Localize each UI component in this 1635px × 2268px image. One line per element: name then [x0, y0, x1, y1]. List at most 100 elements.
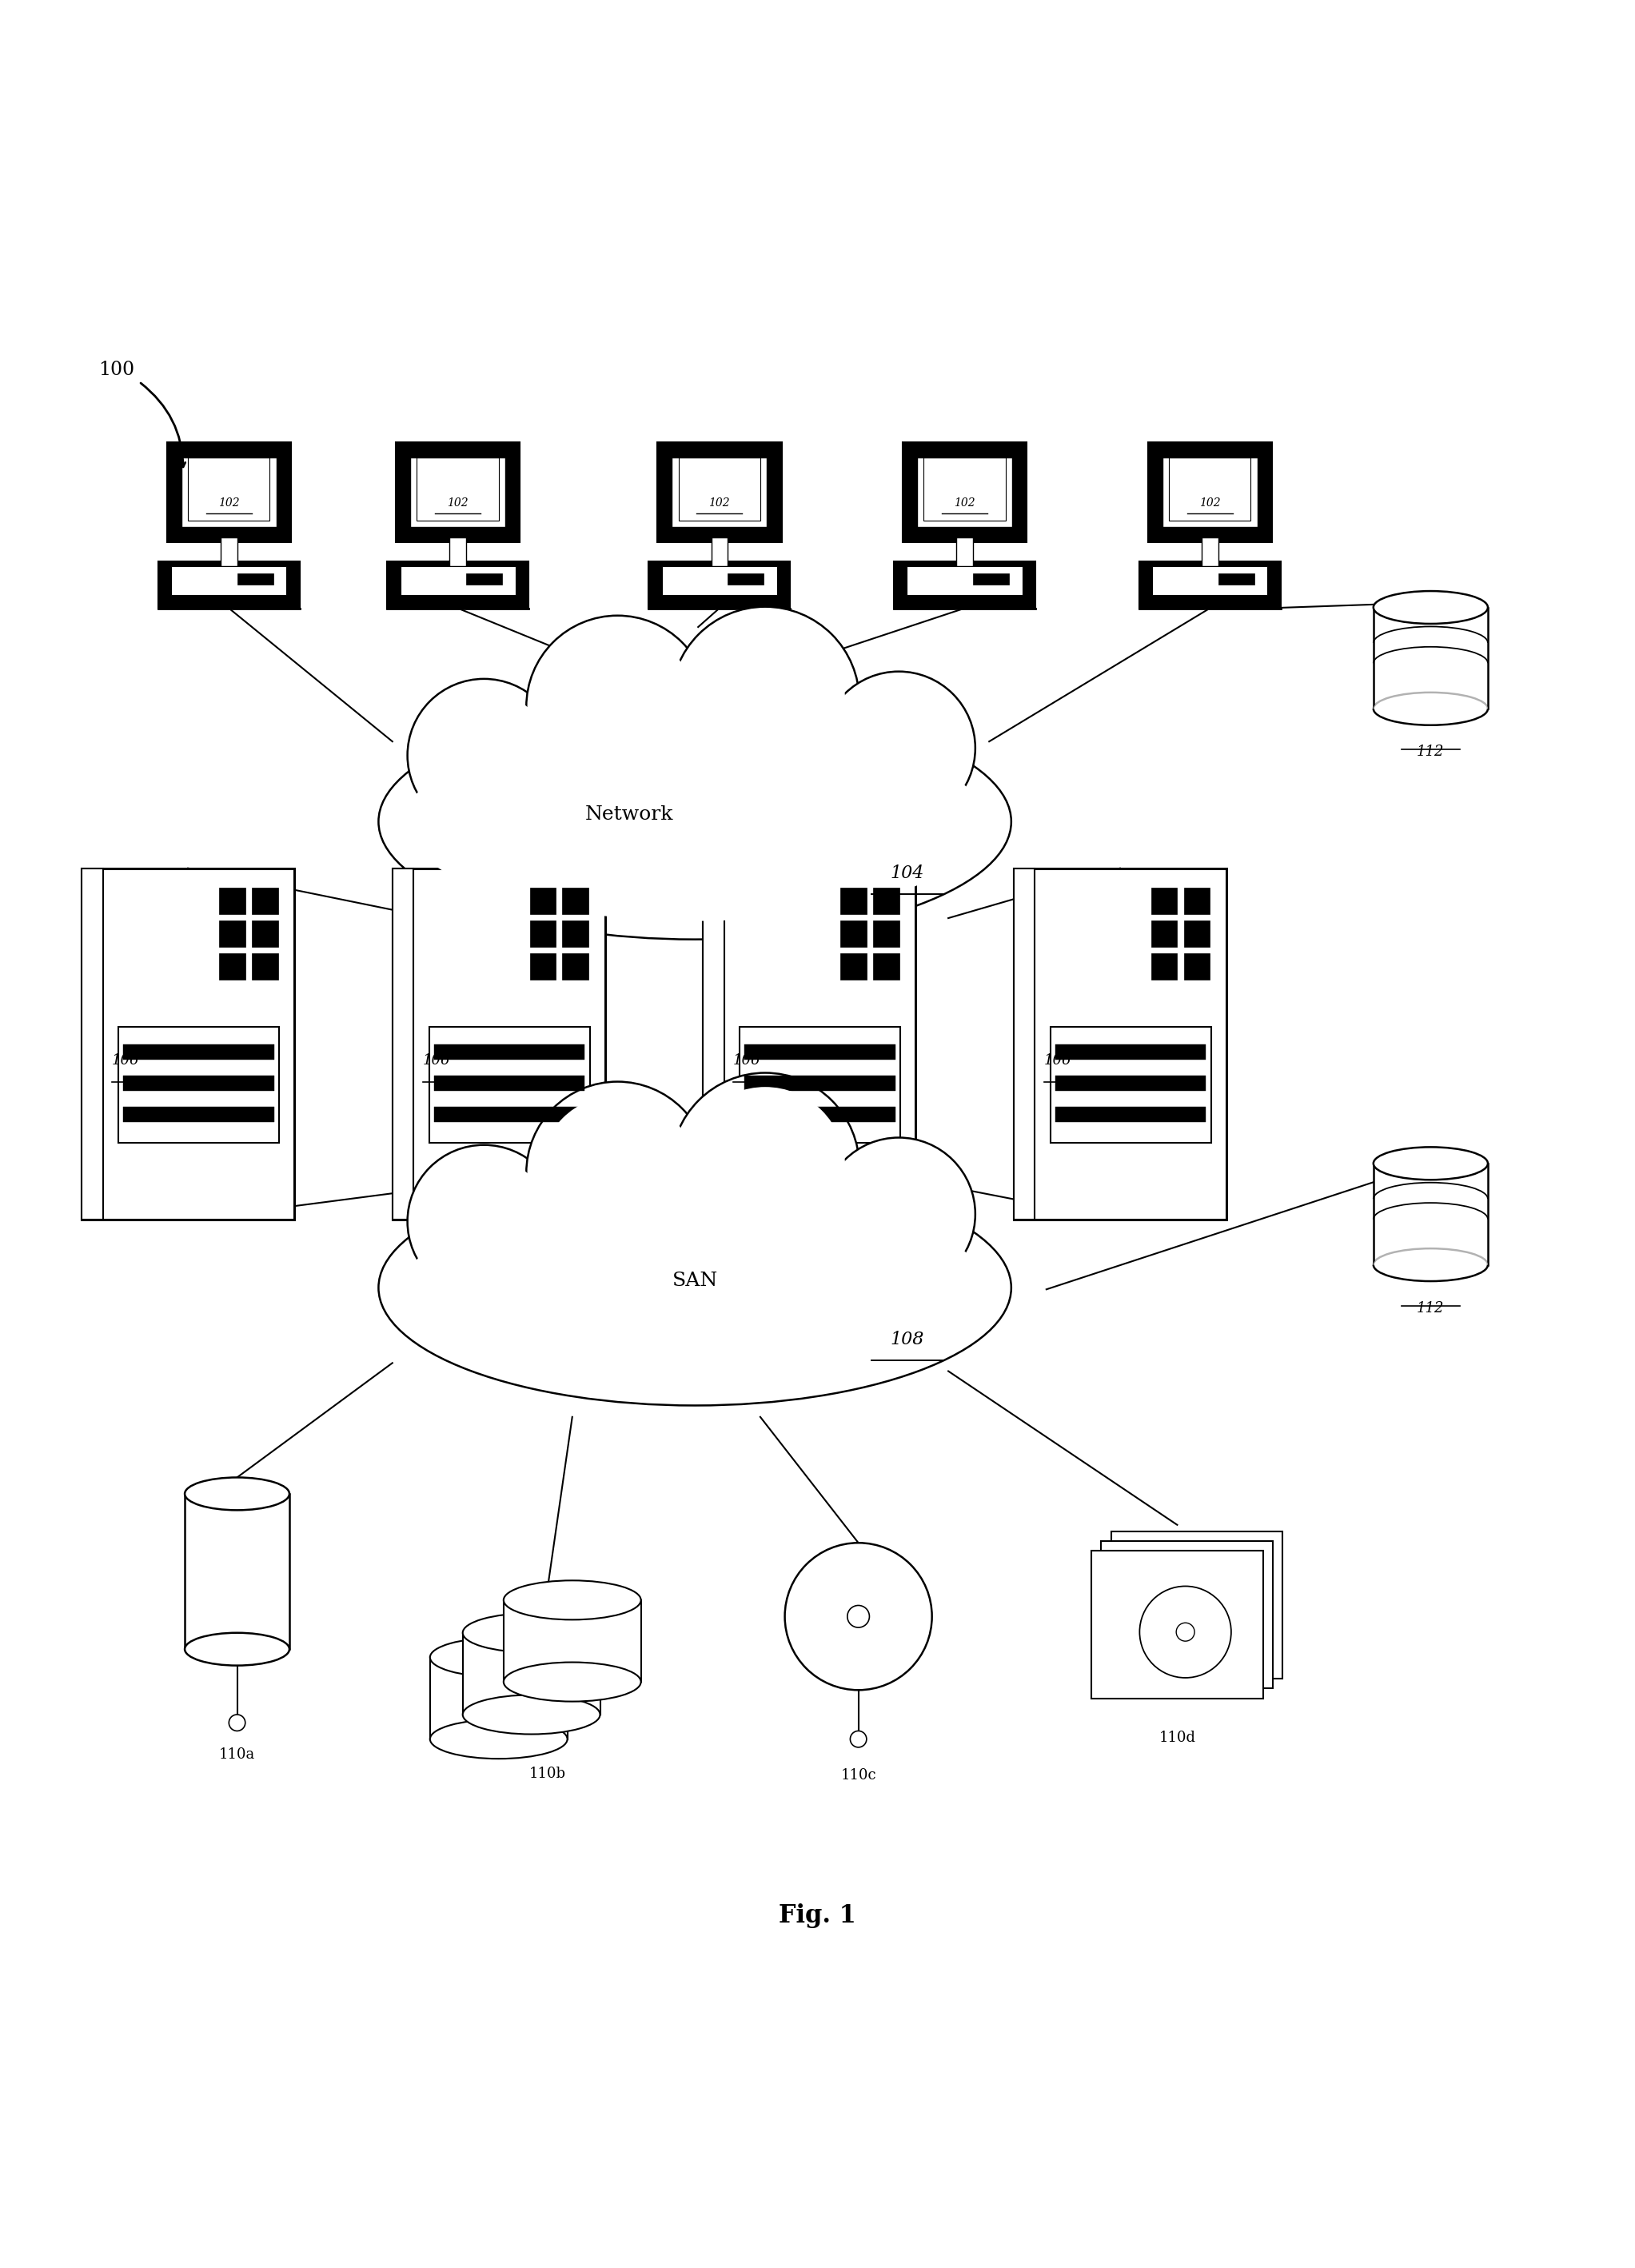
Text: SAN: SAN [672, 1270, 718, 1290]
FancyBboxPatch shape [703, 869, 916, 1220]
FancyBboxPatch shape [1184, 921, 1210, 946]
FancyBboxPatch shape [956, 538, 973, 567]
Circle shape [1140, 1585, 1231, 1678]
FancyBboxPatch shape [1151, 921, 1177, 946]
FancyBboxPatch shape [396, 445, 520, 463]
FancyBboxPatch shape [252, 887, 278, 914]
FancyBboxPatch shape [907, 567, 1022, 594]
FancyBboxPatch shape [401, 567, 515, 594]
Polygon shape [463, 1633, 600, 1715]
Text: 104: 104 [891, 864, 924, 882]
Circle shape [229, 1715, 245, 1730]
FancyBboxPatch shape [433, 1075, 585, 1091]
FancyBboxPatch shape [237, 574, 273, 585]
Text: 108: 108 [891, 1331, 924, 1347]
FancyBboxPatch shape [1148, 445, 1272, 463]
Circle shape [526, 1082, 708, 1263]
FancyBboxPatch shape [562, 887, 589, 914]
FancyBboxPatch shape [728, 574, 764, 585]
Ellipse shape [1373, 1247, 1488, 1281]
FancyBboxPatch shape [903, 442, 1027, 542]
Text: 106: 106 [422, 1052, 450, 1068]
FancyBboxPatch shape [410, 458, 505, 526]
Circle shape [850, 1730, 867, 1746]
FancyBboxPatch shape [530, 953, 556, 980]
Circle shape [670, 1073, 860, 1261]
FancyBboxPatch shape [1184, 953, 1210, 980]
FancyBboxPatch shape [873, 887, 899, 914]
FancyBboxPatch shape [466, 574, 502, 585]
Text: Fig. 1: Fig. 1 [778, 1903, 857, 1928]
Circle shape [785, 1542, 932, 1690]
FancyBboxPatch shape [450, 538, 466, 567]
FancyBboxPatch shape [530, 921, 556, 946]
FancyBboxPatch shape [392, 869, 414, 1220]
FancyBboxPatch shape [1055, 1075, 1207, 1091]
FancyBboxPatch shape [252, 953, 278, 980]
Ellipse shape [378, 703, 1010, 939]
Ellipse shape [185, 1633, 289, 1665]
FancyBboxPatch shape [1014, 869, 1035, 1220]
Ellipse shape [405, 721, 984, 921]
Text: Network: Network [585, 805, 674, 823]
Circle shape [419, 1157, 549, 1286]
FancyBboxPatch shape [219, 953, 245, 980]
FancyBboxPatch shape [1162, 458, 1257, 526]
Circle shape [822, 671, 974, 826]
Ellipse shape [463, 1613, 600, 1653]
FancyBboxPatch shape [1110, 1531, 1282, 1678]
FancyBboxPatch shape [392, 869, 605, 1220]
FancyBboxPatch shape [123, 1075, 275, 1091]
Ellipse shape [430, 1637, 567, 1676]
FancyBboxPatch shape [873, 921, 899, 946]
Text: 102: 102 [446, 497, 469, 508]
FancyBboxPatch shape [1151, 887, 1177, 914]
FancyBboxPatch shape [840, 921, 867, 946]
Ellipse shape [1373, 592, 1488, 624]
Text: 110d: 110d [1159, 1730, 1195, 1746]
Ellipse shape [185, 1476, 289, 1510]
FancyBboxPatch shape [1091, 1551, 1262, 1699]
FancyBboxPatch shape [167, 445, 291, 463]
FancyBboxPatch shape [167, 442, 291, 542]
FancyBboxPatch shape [562, 953, 589, 980]
FancyBboxPatch shape [172, 567, 286, 594]
Polygon shape [430, 1658, 567, 1740]
Text: 106: 106 [732, 1052, 760, 1068]
FancyBboxPatch shape [159, 562, 299, 608]
FancyBboxPatch shape [1148, 442, 1272, 542]
Text: 110a: 110a [219, 1746, 255, 1762]
Text: 102: 102 [217, 497, 240, 508]
FancyBboxPatch shape [744, 1075, 896, 1091]
FancyBboxPatch shape [1184, 887, 1210, 914]
FancyBboxPatch shape [82, 869, 294, 1220]
Polygon shape [504, 1601, 641, 1683]
Text: 110c: 110c [840, 1769, 876, 1783]
Text: 106: 106 [113, 1052, 139, 1068]
Ellipse shape [378, 1170, 1010, 1406]
FancyBboxPatch shape [657, 445, 782, 463]
Polygon shape [1373, 608, 1488, 710]
FancyBboxPatch shape [703, 869, 724, 1220]
FancyBboxPatch shape [1153, 567, 1267, 594]
Ellipse shape [1373, 692, 1488, 726]
FancyBboxPatch shape [894, 562, 1035, 608]
FancyBboxPatch shape [221, 538, 237, 567]
Circle shape [1176, 1624, 1195, 1642]
Ellipse shape [463, 1694, 600, 1735]
Ellipse shape [1373, 1148, 1488, 1179]
Text: 112: 112 [1418, 1302, 1444, 1315]
FancyBboxPatch shape [1151, 953, 1177, 980]
FancyBboxPatch shape [118, 1027, 280, 1143]
FancyBboxPatch shape [1202, 538, 1218, 567]
Circle shape [822, 1139, 974, 1290]
Text: 102: 102 [708, 497, 731, 508]
FancyBboxPatch shape [252, 921, 278, 946]
Text: 106: 106 [1043, 1052, 1071, 1068]
Text: 100: 100 [98, 361, 134, 379]
FancyBboxPatch shape [396, 442, 520, 542]
FancyBboxPatch shape [82, 869, 103, 1220]
Ellipse shape [405, 1188, 984, 1388]
Circle shape [407, 678, 561, 832]
Circle shape [834, 683, 963, 814]
